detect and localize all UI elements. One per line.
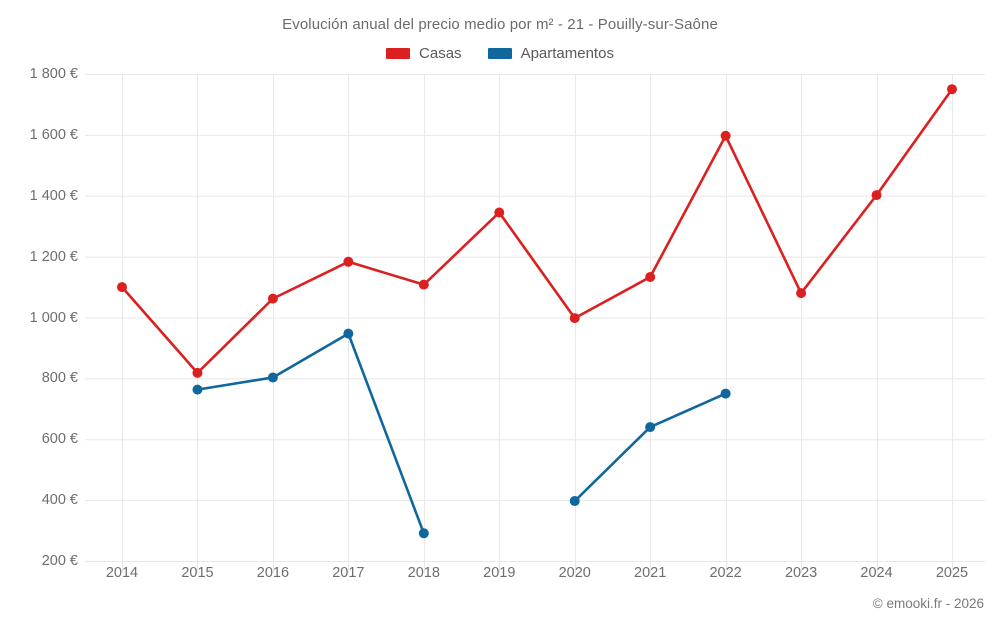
data-point-casas-2019[interactable]	[494, 207, 505, 218]
data-point-apartamentos-2016[interactable]	[267, 372, 278, 383]
y-axis-tick-label: 600 €	[41, 431, 78, 448]
data-point-apartamentos-2018[interactable]	[418, 528, 429, 539]
x-axis-tick-label: 2015	[181, 565, 214, 581]
data-point-casas-2020[interactable]	[569, 313, 580, 324]
y-axis-tick-label: 200 €	[41, 553, 78, 569]
data-point-casas-2018[interactable]	[418, 279, 429, 290]
footer-credit: © emooki.fr - 2026	[872, 596, 984, 611]
y-axis-tick-label: 1 600 €	[29, 126, 78, 143]
chart-legend: Casas Apartamentos	[0, 45, 1000, 62]
data-point-casas-2023[interactable]	[796, 288, 807, 299]
x-axis-tick-label: 2022	[709, 565, 742, 581]
data-point-casas-2025[interactable]	[947, 84, 957, 95]
y-axis-tick-label: 400 €	[41, 492, 78, 509]
gridlines	[85, 74, 985, 562]
x-axis-tick-label: 2019	[483, 565, 516, 581]
x-axis-tick-label: 2024	[860, 565, 893, 581]
y-axis-tick-label: 1 800 €	[29, 66, 78, 82]
chart-title: Evolución anual del precio medio por m² …	[282, 16, 718, 33]
data-point-casas-2015[interactable]	[192, 367, 203, 378]
x-axis-tick-label: 2018	[407, 565, 440, 581]
data-point-casas-2014[interactable]	[117, 282, 127, 293]
y-axis-labels: 200 € 400 € 600 € 800 € 1 000 € 1 200 € 1 400 …	[0, 0, 78, 625]
y-axis-tick-label: 1 400 €	[29, 187, 78, 204]
y-axis-tick-label: 1 000 €	[29, 309, 78, 326]
series-line-apartamentos	[196, 332, 426, 535]
data-point-apartamentos-2021[interactable]	[645, 422, 656, 433]
y-axis-tick-label: 800 €	[41, 370, 78, 387]
series-layer	[117, 84, 957, 539]
legend-item-apartamentos[interactable]: Apartamentos	[487, 45, 614, 62]
legend-swatch-icon-casas	[386, 48, 411, 59]
x-axis-tick-label: 2020	[558, 565, 591, 581]
legend-label-casas: Casas	[419, 45, 462, 62]
legend-label-apartamentos: Apartamentos	[520, 45, 614, 62]
x-axis-tick-label: 2023	[784, 565, 818, 581]
x-axis-tick-label: 2016	[256, 565, 290, 581]
data-point-casas-2022[interactable]	[720, 130, 731, 141]
data-point-casas-2021[interactable]	[645, 272, 656, 283]
data-point-apartamentos-2022[interactable]	[720, 388, 731, 399]
data-point-casas-2017[interactable]	[343, 256, 354, 267]
x-axis-tick-label: 2014	[105, 565, 139, 581]
data-point-casas-2024[interactable]	[871, 190, 882, 201]
data-point-casas-2016[interactable]	[267, 293, 278, 304]
x-axis-tick-label: 2021	[634, 565, 667, 581]
data-point-apartamentos-2015[interactable]	[192, 384, 203, 395]
legend-swatch-icon-apartamentos	[487, 48, 512, 59]
x-axis-tick-label: 2025	[935, 565, 969, 581]
x-gridlines	[122, 74, 953, 573]
series-line-casas	[120, 87, 954, 375]
y-axis-tick-label: 1 200 €	[29, 248, 78, 265]
legend-item-casas[interactable]: Casas	[386, 45, 462, 62]
data-point-apartamentos-2020[interactable]	[569, 496, 580, 507]
data-point-apartamentos-2017[interactable]	[343, 328, 354, 339]
x-axis-tick-label: 2017	[332, 565, 365, 581]
